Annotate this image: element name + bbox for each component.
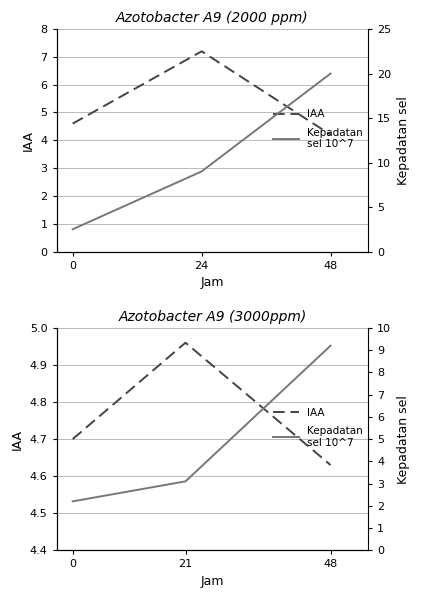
Y-axis label: Kepadatan sel: Kepadatan sel [397, 96, 410, 184]
Title: Azotobacter A9 (3000ppm): Azotobacter A9 (3000ppm) [118, 310, 306, 324]
Y-axis label: IAA: IAA [11, 428, 24, 450]
Y-axis label: IAA: IAA [22, 130, 35, 151]
Legend: IAA, Kepadatan
sel 10^7: IAA, Kepadatan sel 10^7 [273, 109, 363, 149]
X-axis label: Jam: Jam [201, 575, 224, 588]
Legend: IAA, Kepadatan
sel 10^7: IAA, Kepadatan sel 10^7 [273, 408, 363, 448]
Title: Azotobacter A9 (2000 ppm): Azotobacter A9 (2000 ppm) [116, 11, 309, 25]
X-axis label: Jam: Jam [201, 276, 224, 289]
Y-axis label: Kepadatan sel: Kepadatan sel [397, 395, 410, 483]
